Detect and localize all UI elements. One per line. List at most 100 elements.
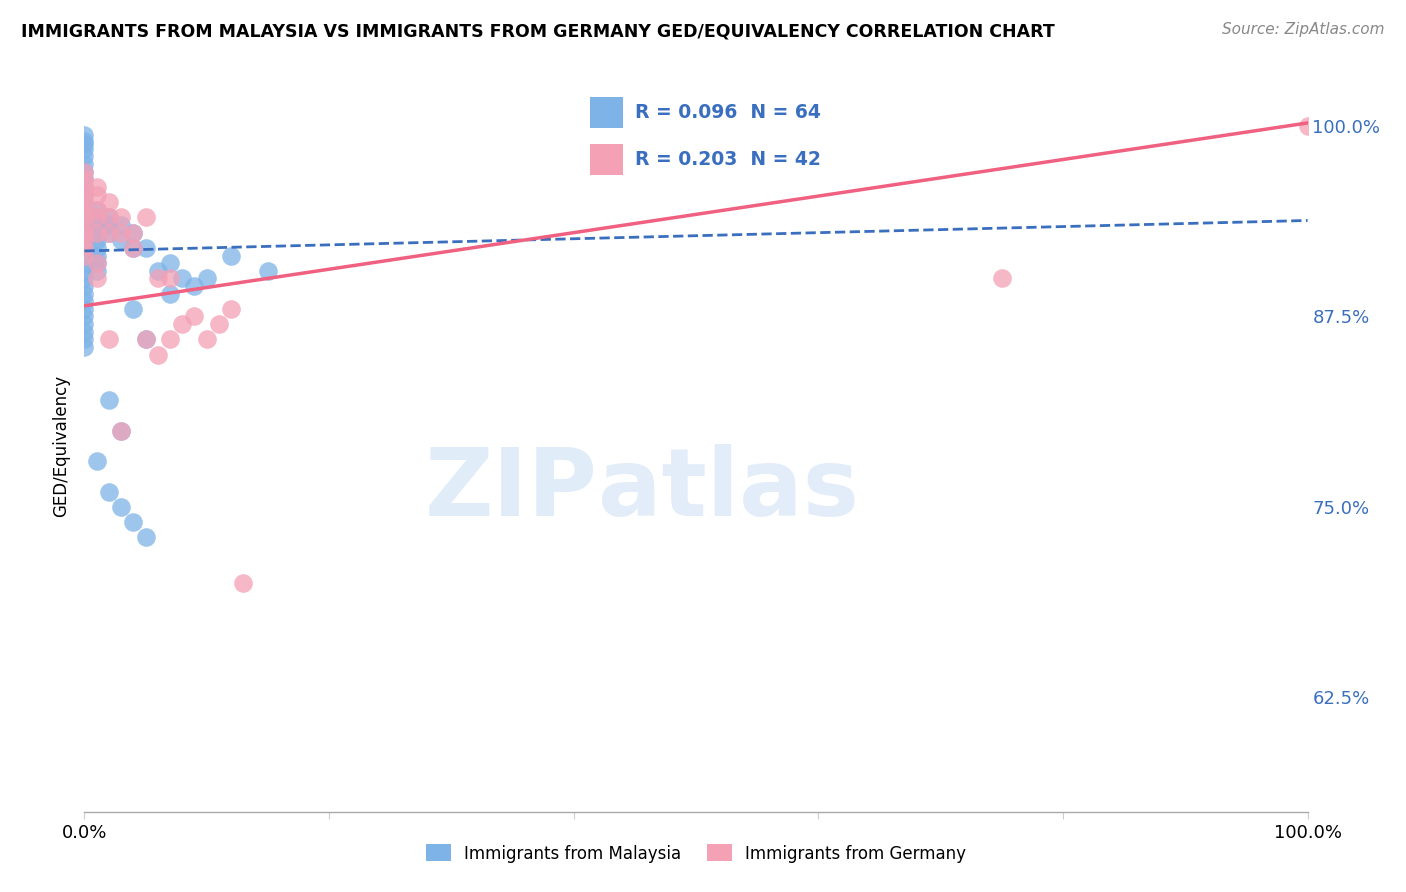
Point bbox=[86, 202, 108, 217]
Point bbox=[97, 332, 120, 346]
Point bbox=[73, 180, 96, 194]
Point bbox=[73, 137, 96, 152]
Point bbox=[86, 264, 108, 278]
Point bbox=[110, 218, 132, 232]
Y-axis label: GED/Equivalency: GED/Equivalency bbox=[52, 375, 70, 517]
Point bbox=[73, 157, 96, 171]
Point bbox=[73, 310, 96, 324]
Point bbox=[97, 484, 120, 499]
Point bbox=[73, 211, 96, 225]
Point bbox=[183, 279, 205, 293]
Point bbox=[122, 301, 145, 316]
Point bbox=[86, 256, 108, 270]
Text: atlas: atlas bbox=[598, 444, 859, 536]
Point bbox=[86, 202, 108, 217]
Point bbox=[86, 187, 108, 202]
Point bbox=[122, 241, 145, 255]
Point bbox=[110, 424, 132, 438]
Text: R = 0.096  N = 64: R = 0.096 N = 64 bbox=[636, 103, 821, 122]
Point bbox=[135, 211, 157, 225]
Point bbox=[208, 317, 231, 331]
Point bbox=[73, 187, 96, 202]
Point bbox=[172, 317, 194, 331]
Point bbox=[146, 264, 169, 278]
Point bbox=[86, 211, 108, 225]
Point bbox=[73, 264, 96, 278]
Point bbox=[110, 211, 132, 225]
Point bbox=[73, 332, 96, 346]
Point bbox=[73, 233, 96, 247]
Point bbox=[172, 271, 194, 285]
Point bbox=[159, 332, 181, 346]
Point bbox=[86, 241, 108, 255]
Point bbox=[73, 248, 96, 262]
Point bbox=[159, 286, 181, 301]
Point bbox=[97, 226, 120, 240]
Point bbox=[73, 218, 96, 232]
Point bbox=[73, 180, 96, 194]
Point bbox=[73, 256, 96, 270]
Point bbox=[135, 332, 157, 346]
Point bbox=[122, 515, 145, 529]
Point bbox=[219, 248, 242, 262]
Point bbox=[183, 310, 205, 324]
Point bbox=[195, 332, 218, 346]
Point bbox=[232, 576, 254, 591]
Point bbox=[86, 226, 108, 240]
Point bbox=[73, 325, 96, 339]
Point bbox=[73, 128, 96, 143]
Point bbox=[73, 195, 96, 210]
Point bbox=[73, 294, 96, 309]
Point bbox=[146, 271, 169, 285]
Point bbox=[1296, 119, 1319, 133]
Point bbox=[146, 348, 169, 362]
Point bbox=[159, 271, 181, 285]
Point bbox=[86, 454, 108, 468]
Point bbox=[73, 165, 96, 179]
Point bbox=[86, 271, 108, 285]
Point bbox=[97, 393, 120, 408]
Point bbox=[97, 211, 120, 225]
Point bbox=[86, 211, 108, 225]
Point bbox=[73, 233, 96, 247]
Point bbox=[86, 218, 108, 232]
Point bbox=[73, 142, 96, 156]
Point bbox=[73, 340, 96, 354]
Point bbox=[135, 332, 157, 346]
Point bbox=[73, 241, 96, 255]
Point bbox=[73, 149, 96, 163]
Point bbox=[97, 218, 120, 232]
Point bbox=[135, 241, 157, 255]
Point bbox=[219, 301, 242, 316]
Point bbox=[73, 202, 96, 217]
Point bbox=[73, 286, 96, 301]
Point bbox=[110, 500, 132, 514]
Legend: Immigrants from Malaysia, Immigrants from Germany: Immigrants from Malaysia, Immigrants fro… bbox=[419, 838, 973, 869]
Text: IMMIGRANTS FROM MALAYSIA VS IMMIGRANTS FROM GERMANY GED/EQUIVALENCY CORRELATION : IMMIGRANTS FROM MALAYSIA VS IMMIGRANTS F… bbox=[21, 22, 1054, 40]
Point bbox=[97, 226, 120, 240]
Point bbox=[257, 264, 280, 278]
Point bbox=[73, 134, 96, 148]
Point bbox=[73, 172, 96, 186]
Text: Source: ZipAtlas.com: Source: ZipAtlas.com bbox=[1222, 22, 1385, 37]
Text: R = 0.203  N = 42: R = 0.203 N = 42 bbox=[636, 150, 821, 169]
Point bbox=[73, 202, 96, 217]
Point bbox=[73, 218, 96, 232]
Bar bbox=[589, 145, 623, 175]
Point bbox=[135, 531, 157, 545]
Point bbox=[86, 226, 108, 240]
Point bbox=[159, 256, 181, 270]
Point bbox=[73, 165, 96, 179]
Point bbox=[73, 226, 96, 240]
Point bbox=[97, 195, 120, 210]
Point bbox=[73, 317, 96, 331]
Point bbox=[195, 271, 218, 285]
Point bbox=[110, 226, 132, 240]
Point bbox=[97, 211, 120, 225]
Point bbox=[73, 241, 96, 255]
Point bbox=[73, 226, 96, 240]
Point bbox=[73, 248, 96, 262]
Text: ZIP: ZIP bbox=[425, 444, 598, 536]
Point bbox=[73, 172, 96, 186]
Point bbox=[122, 226, 145, 240]
